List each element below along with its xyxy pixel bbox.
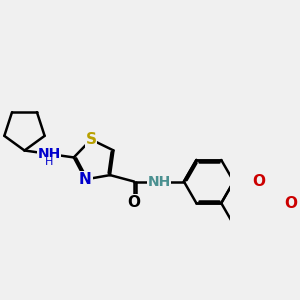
- Text: O: O: [252, 174, 265, 189]
- Text: NH: NH: [147, 175, 171, 188]
- Text: O: O: [284, 196, 298, 211]
- Text: NH: NH: [38, 147, 61, 161]
- Text: S: S: [85, 132, 97, 147]
- Text: O: O: [128, 195, 141, 210]
- Text: H: H: [45, 157, 53, 167]
- Text: N: N: [79, 172, 92, 187]
